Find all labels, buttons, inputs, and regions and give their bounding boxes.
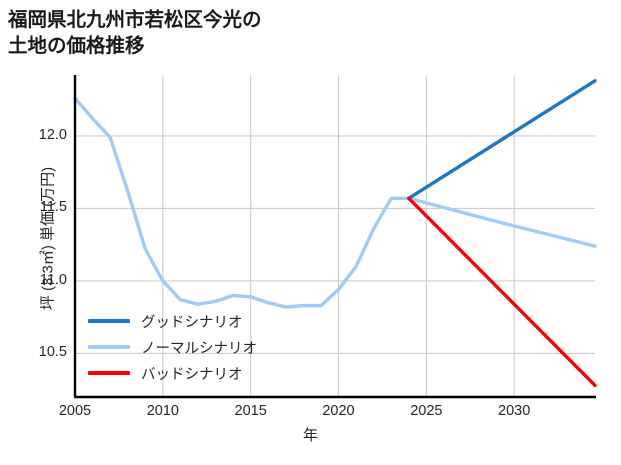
legend-label-good: グッドシナリオ (141, 314, 243, 331)
legend-item-good: グッドシナリオ (88, 308, 303, 334)
y-tick-label: 10.5 (38, 344, 67, 361)
series-line (407, 79, 597, 200)
x-tick-label: 2020 (322, 403, 355, 419)
x-axis-label: 年 (302, 427, 318, 444)
legend-swatch-normal (88, 345, 130, 349)
legend-label-normal: ノーマルシナリオ (141, 340, 257, 357)
x-tick-label: 2030 (498, 403, 531, 419)
legend-swatch-good (88, 319, 130, 323)
legend-label-bad: バッドシナリオ (141, 366, 243, 383)
chart-title: 福岡県北九州市若松区今光の 土地の価格推移 (8, 9, 262, 57)
series-line (73, 96, 597, 309)
y-tick-label: 11.5 (39, 199, 67, 216)
legend-swatch-bad (88, 371, 130, 375)
x-tick-label: 2025 (410, 403, 443, 419)
series-lines (73, 79, 597, 388)
y-axis-label: 坪 (3.3㎡) 単価 (万円) (39, 166, 57, 311)
legend-item-normal: ノーマルシナリオ (88, 334, 303, 360)
legend-item-bad: バッドシナリオ (88, 360, 303, 386)
x-tick-label: 2010 (146, 403, 179, 419)
series-line (407, 196, 597, 388)
chart-legend: グッドシナリオ ノーマルシナリオ バッドシナリオ (88, 308, 303, 386)
plot-background (75, 75, 595, 397)
y-tick-label: 12.0 (38, 126, 67, 143)
x-tick-label: 2015 (234, 403, 267, 419)
x-tick-label: 2005 (58, 403, 92, 419)
y-tick-label: 11.0 (39, 271, 67, 288)
